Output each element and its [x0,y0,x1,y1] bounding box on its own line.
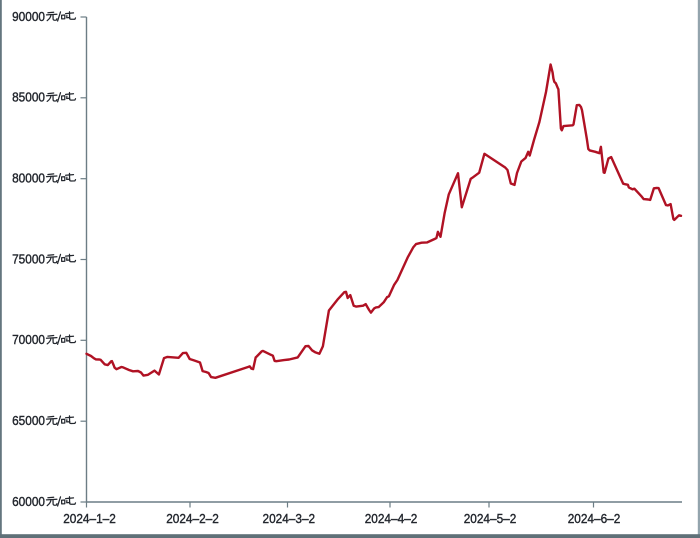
svg-text:70000: 70000 [12,332,45,347]
svg-text:2024–2–2: 2024–2–2 [166,511,219,526]
svg-text:2024–1–2: 2024–1–2 [63,511,116,526]
svg-text:2024–6–2: 2024–6–2 [568,511,621,526]
svg-text:2024–5–2: 2024–5–2 [464,511,517,526]
svg-text:60000: 60000 [12,494,45,509]
svg-text:90000: 90000 [12,9,45,24]
svg-text:75000: 75000 [12,252,45,267]
svg-text:2024–4–2: 2024–4–2 [365,511,418,526]
svg-text:65000: 65000 [12,413,45,428]
svg-text:80000: 80000 [12,171,45,186]
svg-text:85000: 85000 [12,90,45,105]
svg-text:2024–3–2: 2024–3–2 [262,511,315,526]
